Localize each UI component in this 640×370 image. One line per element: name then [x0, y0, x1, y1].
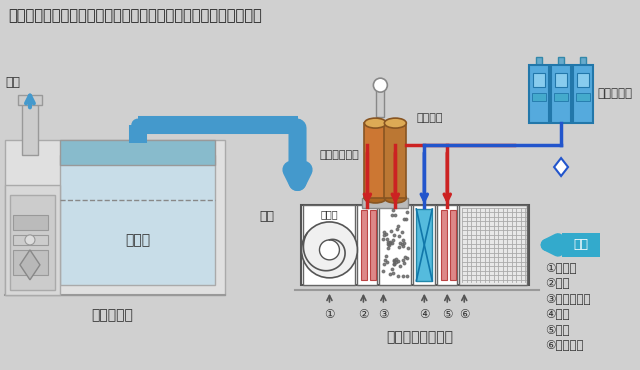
Bar [303, 205, 355, 285]
Circle shape [301, 222, 357, 278]
Bar [437, 205, 457, 285]
Text: 空調機（外調機）: 空調機（外調機） [386, 330, 453, 344]
Text: 外気: 外気 [573, 238, 589, 251]
Circle shape [25, 235, 35, 245]
Text: 排気: 排気 [5, 76, 20, 89]
Text: ④冷却: ④冷却 [545, 308, 570, 321]
Ellipse shape [385, 118, 406, 128]
Text: 加熱・加湿にはボイラー等による蒸気他が用いられてきました。: 加熱・加湿にはボイラー等による蒸気他が用いられてきました。 [8, 8, 262, 23]
Bar [376, 87, 385, 117]
Bar [529, 65, 549, 123]
Bar [577, 73, 589, 87]
Text: ①送風機: ①送風機 [545, 262, 577, 275]
Bar [554, 93, 568, 101]
Ellipse shape [385, 193, 406, 203]
Text: ⑥: ⑥ [459, 308, 470, 321]
Circle shape [373, 78, 387, 92]
Bar [10, 195, 55, 290]
Bar [362, 210, 367, 280]
Text: ④: ④ [419, 308, 429, 321]
Polygon shape [554, 158, 568, 176]
Text: 塗装室: 塗装室 [125, 233, 150, 247]
Bar [5, 140, 225, 295]
Bar [364, 123, 387, 198]
Bar [60, 140, 214, 165]
Bar [555, 73, 567, 87]
Text: ⑥フィルタ: ⑥フィルタ [545, 339, 584, 352]
Bar [580, 57, 586, 67]
Text: ①: ① [324, 308, 335, 321]
Bar [460, 205, 527, 285]
Bar [357, 205, 378, 285]
Bar [18, 95, 42, 105]
Circle shape [291, 119, 304, 132]
Text: 蒸気配管: 蒸気配管 [416, 113, 442, 123]
Bar [533, 73, 545, 87]
Ellipse shape [364, 193, 387, 203]
Bar [380, 205, 412, 285]
Bar [371, 210, 376, 280]
Text: ③蒸気加湿器: ③蒸気加湿器 [545, 293, 591, 306]
Text: 塗装ブース: 塗装ブース [91, 308, 132, 322]
Text: ⑤: ⑤ [442, 308, 452, 321]
Bar [451, 210, 456, 280]
Bar [558, 57, 564, 67]
Bar [13, 250, 48, 275]
Bar [551, 65, 571, 123]
Polygon shape [20, 250, 40, 280]
Bar [562, 233, 600, 257]
Bar [413, 205, 435, 285]
Bar [13, 235, 48, 245]
Bar [536, 57, 542, 67]
Text: ②: ② [358, 308, 369, 321]
Text: 蒸気ボイラー: 蒸気ボイラー [319, 150, 360, 160]
Circle shape [319, 240, 339, 260]
Bar [532, 93, 546, 101]
Text: 冷水チラー: 冷水チラー [597, 87, 632, 100]
Bar [22, 100, 38, 155]
Text: 送風機: 送風機 [321, 209, 339, 219]
Text: ②再熱: ②再熱 [545, 278, 570, 290]
Bar [60, 155, 214, 285]
Text: ⑤予熱: ⑤予熱 [545, 324, 570, 337]
Bar [441, 210, 447, 280]
Bar [5, 185, 60, 295]
Circle shape [131, 119, 144, 132]
Text: ③: ③ [378, 308, 388, 321]
Bar [573, 65, 593, 123]
Bar [576, 93, 590, 101]
Text: 給気: 給気 [260, 210, 275, 223]
Ellipse shape [364, 118, 387, 128]
Bar [362, 198, 408, 208]
Bar [416, 209, 432, 281]
Bar [301, 205, 529, 285]
Bar [13, 215, 48, 230]
Bar [385, 123, 406, 198]
